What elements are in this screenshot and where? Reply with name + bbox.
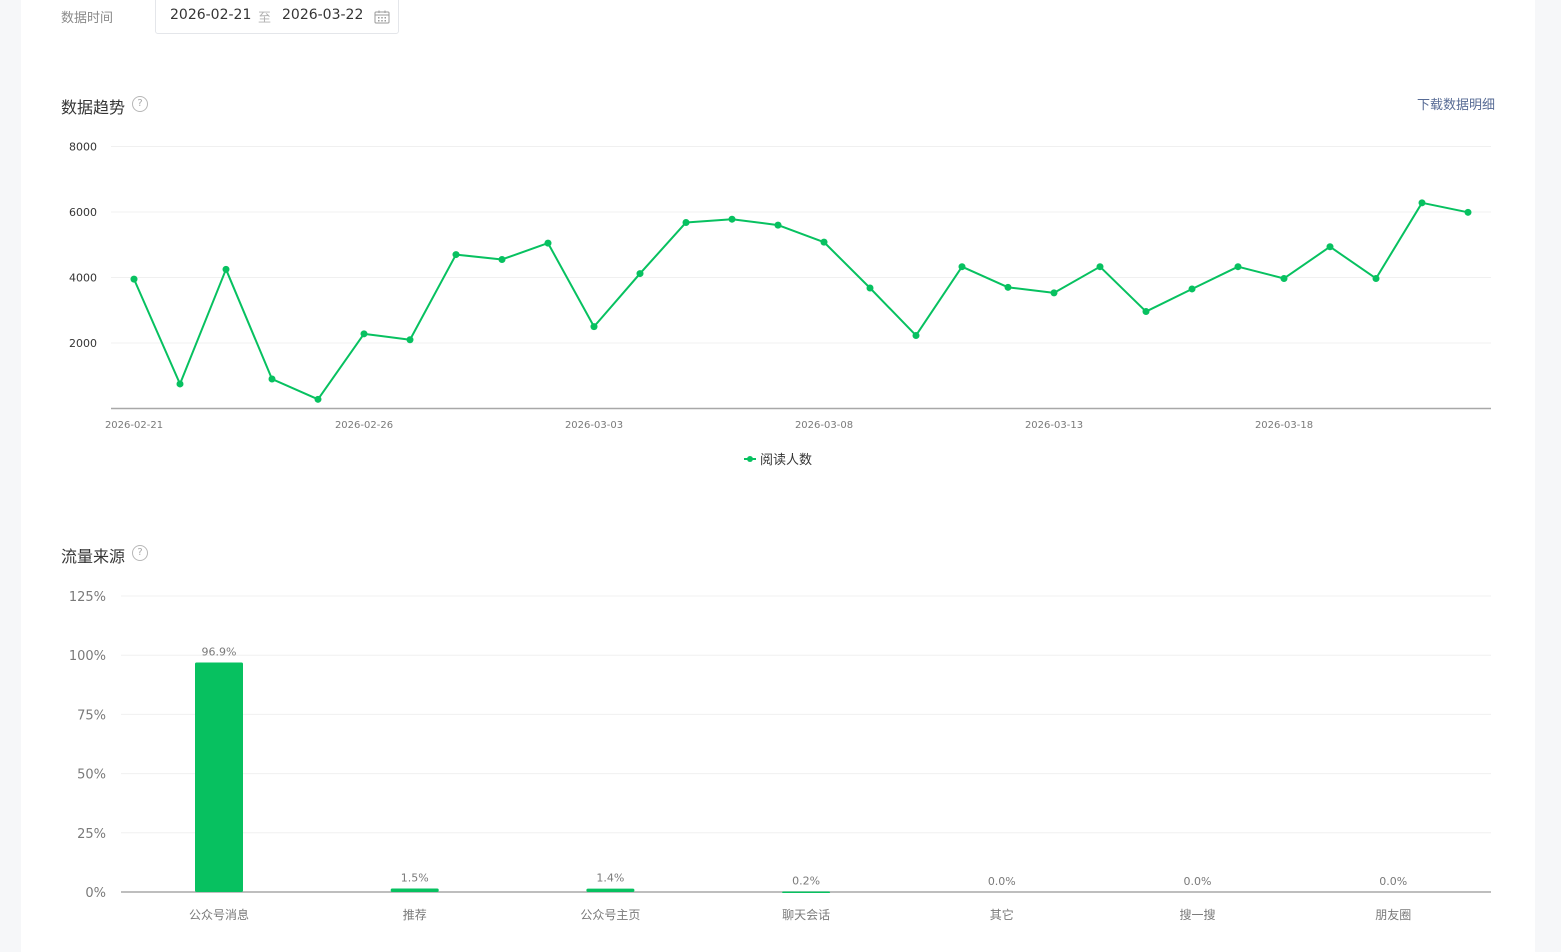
data-point <box>176 380 184 388</box>
y-tick-label: 75% <box>77 708 106 723</box>
data-point <box>222 265 230 273</box>
y-tick-label: 6000 <box>69 206 97 219</box>
bar-value-label: 0.0% <box>1184 875 1212 888</box>
data-point <box>498 255 506 263</box>
legend-label: 阅读人数 <box>760 453 813 468</box>
data-point <box>1234 263 1242 271</box>
data-point <box>912 331 920 339</box>
download-data-link[interactable]: 下载数据明细 <box>1417 98 1496 113</box>
trend-legend[interactable]: 阅读人数 <box>744 449 812 468</box>
bar-value-label: 0.0% <box>1379 875 1407 888</box>
bar-推荐 <box>390 888 439 892</box>
x-tick-label: 2026-03-13 <box>1025 420 1083 431</box>
data-point <box>590 323 598 331</box>
y-tick-label: 100% <box>69 649 106 664</box>
y-tick-label: 125% <box>69 590 106 605</box>
data-point <box>1280 274 1288 282</box>
data-point <box>1188 285 1196 293</box>
data-point <box>314 395 322 403</box>
y-tick-label: 25% <box>77 827 106 842</box>
data-point <box>544 239 552 247</box>
traffic-section-title: 流量来源 <box>61 547 126 566</box>
end-date-input[interactable]: 2026-03-22 <box>282 7 364 23</box>
bar-value-label: 1.4% <box>596 872 624 885</box>
x-category-label: 其它 <box>990 907 1014 922</box>
data-point <box>130 275 138 283</box>
bar-公众号消息 <box>195 662 243 892</box>
data-point <box>1326 243 1334 251</box>
bar-value-label: 1.5% <box>401 871 429 884</box>
data-point <box>452 251 460 259</box>
x-tick-label: 2026-02-21 <box>105 420 163 431</box>
data-point <box>682 218 690 226</box>
data-point <box>1142 308 1150 316</box>
y-tick-label: 2000 <box>69 337 97 350</box>
date-filter-label: 数据时间 <box>61 11 114 26</box>
trend-help-icon[interactable]: ? <box>132 96 148 112</box>
traffic-bar-chart: 0% 25% 50% 75% 100% 125% 96.9% 公众号消息 1.5% 推荐 1.4% 公… <box>69 590 1491 922</box>
content-card <box>21 0 1535 952</box>
data-point <box>360 330 368 338</box>
trend-line-chart: 2000 4000 6000 8000 2026-02-21 2026-02-26 2026… <box>69 141 1491 431</box>
data-point <box>1464 208 1472 216</box>
bar-value-label: 0.2% <box>792 875 820 888</box>
x-category-label: 搜一搜 <box>1179 907 1215 922</box>
data-point <box>1418 199 1426 207</box>
calendar-icon[interactable] <box>374 10 390 24</box>
data-point <box>406 336 414 344</box>
x-category-label: 聊天会话 <box>782 908 830 922</box>
x-tick-label: 2026-03-03 <box>565 420 623 431</box>
x-category-label: 公众号消息 <box>189 907 249 922</box>
date-range-picker[interactable]: 2026-02-21 至 2026-03-22 <box>155 0 399 34</box>
x-category-label: 朋友圈 <box>1375 908 1411 922</box>
date-range-separator: 至 <box>258 11 272 26</box>
series-line-阅读人数 <box>133 201 1469 401</box>
x-category-label: 公众号主页 <box>580 908 640 922</box>
y-tick-label: 8000 <box>69 141 97 154</box>
x-category-label: 推荐 <box>403 908 427 922</box>
data-point <box>1096 263 1104 271</box>
y-tick-label: 50% <box>77 768 106 783</box>
data-point <box>636 270 644 278</box>
data-point <box>1004 283 1012 291</box>
bar-聊天会话 <box>782 891 831 894</box>
x-tick-label: 2026-03-08 <box>795 420 853 431</box>
y-tick-label: 4000 <box>69 272 97 285</box>
bar-value-label: 0.0% <box>988 875 1016 888</box>
traffic-help-icon[interactable]: ? <box>132 545 148 561</box>
x-tick-label: 2026-02-26 <box>335 420 393 431</box>
start-date-input[interactable]: 2026-02-21 <box>170 7 252 23</box>
data-point <box>820 238 828 246</box>
legend-line-marker-icon <box>744 454 756 464</box>
x-tick-label: 2026-03-18 <box>1255 420 1313 431</box>
y-tick-label: 0% <box>85 886 106 901</box>
trend-section-title: 数据趋势 <box>61 98 126 117</box>
data-point <box>728 215 736 223</box>
data-point <box>268 375 276 383</box>
data-point <box>958 263 966 271</box>
bar-value-label: 96.9% <box>202 646 237 659</box>
data-point <box>1050 289 1058 297</box>
bar-公众号主页 <box>586 888 635 892</box>
data-point <box>774 221 782 229</box>
data-point <box>866 284 874 292</box>
data-point <box>1372 274 1380 282</box>
